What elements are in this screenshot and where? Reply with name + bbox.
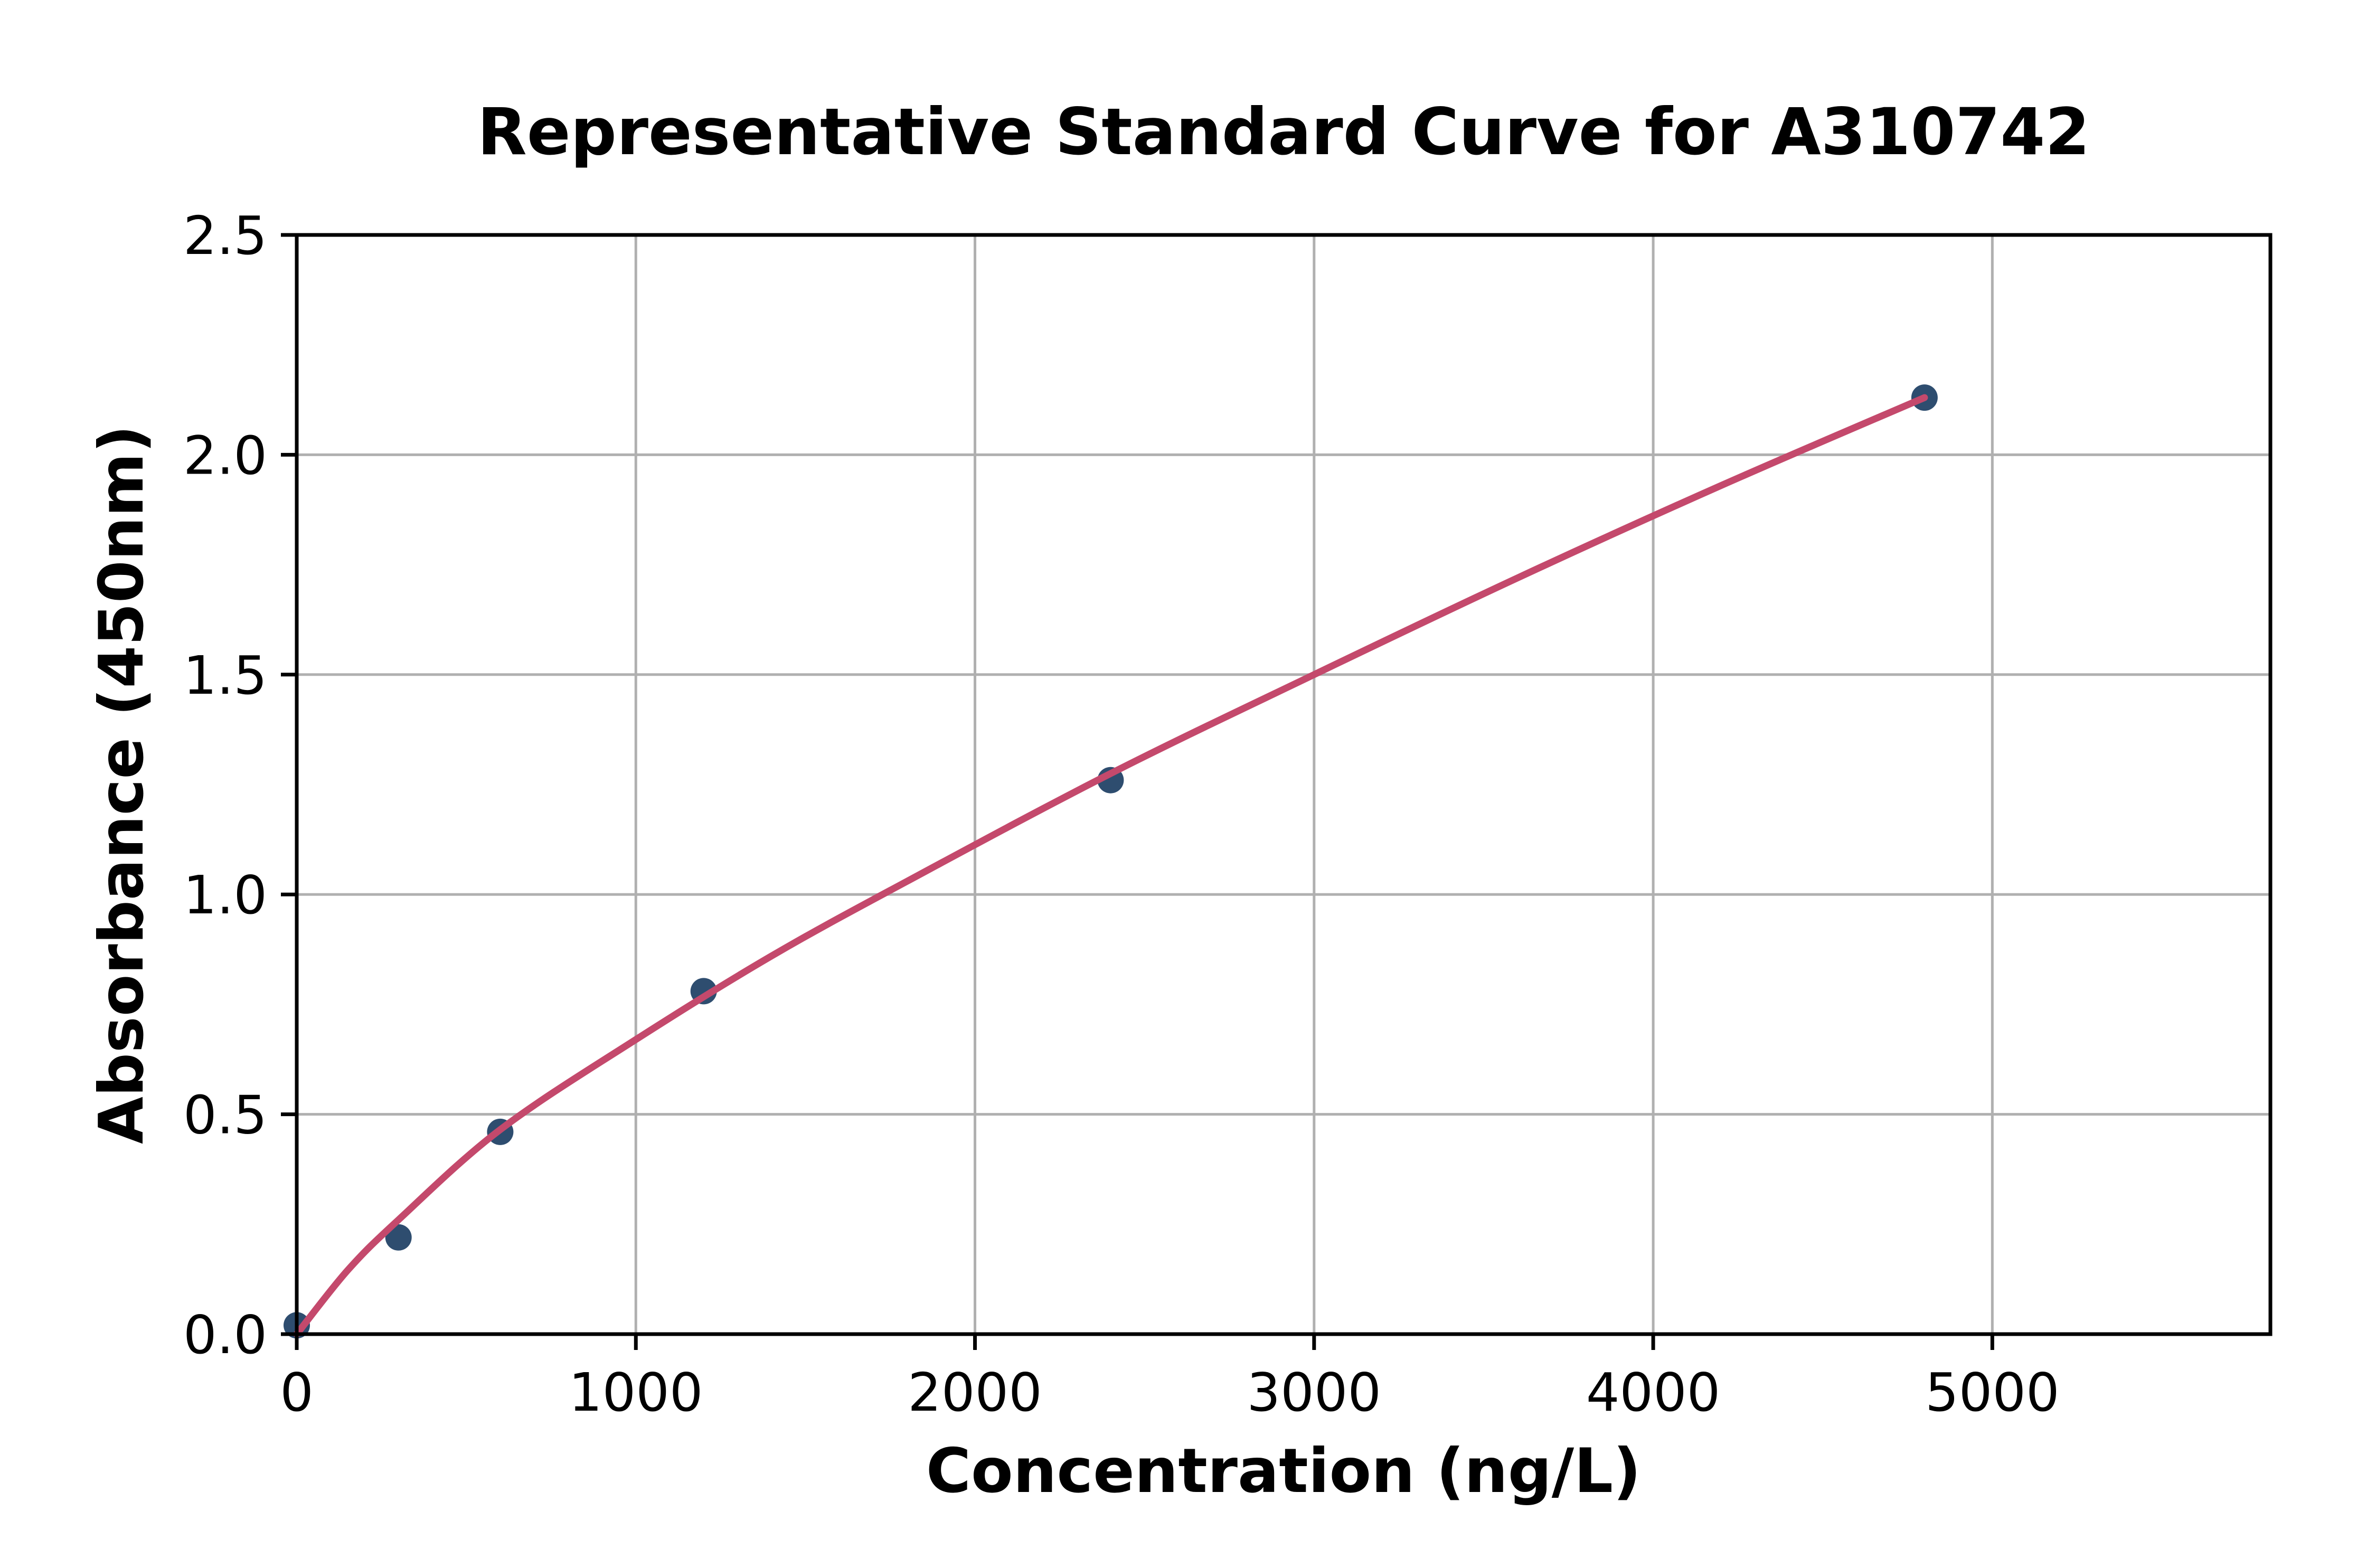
- x-axis-label: Concentration (ng/L): [926, 1435, 1641, 1507]
- chart-title: Representative Standard Curve for A31074…: [477, 95, 2090, 169]
- x-tick-label: 2000: [908, 1362, 1042, 1423]
- tick-labels: 0 1000 2000 3000 4000 5000 0.0 0.5 1.0 1.5 2.0 2.5: [183, 205, 2060, 1423]
- y-tick-label: 0.0: [183, 1304, 267, 1366]
- gridlines: [297, 235, 2270, 1334]
- x-tick-label: 4000: [1586, 1362, 1721, 1423]
- x-tick-label: 5000: [1925, 1362, 2060, 1423]
- y-tick-label: 2.5: [183, 205, 267, 267]
- plot-border-layer: [295, 233, 2273, 1336]
- x-tick-label: 1000: [569, 1362, 703, 1423]
- data-points: [284, 384, 1938, 1339]
- data-point: [385, 1224, 412, 1251]
- fit-curve: [293, 394, 1928, 1338]
- plot-border: [295, 233, 2273, 1336]
- y-tick-label: 0.5: [183, 1084, 267, 1146]
- fit-curve-layer: [293, 394, 1928, 1338]
- x-tick-label: 0: [280, 1362, 314, 1423]
- x-tick-label: 3000: [1247, 1362, 1382, 1423]
- y-tick-label: 2.0: [183, 424, 267, 486]
- y-axis-label: Absorbance (450nm): [86, 425, 157, 1144]
- y-tick-label: 1.5: [183, 645, 267, 706]
- y-tick-label: 1.0: [183, 864, 267, 926]
- ticks: [281, 233, 1994, 1350]
